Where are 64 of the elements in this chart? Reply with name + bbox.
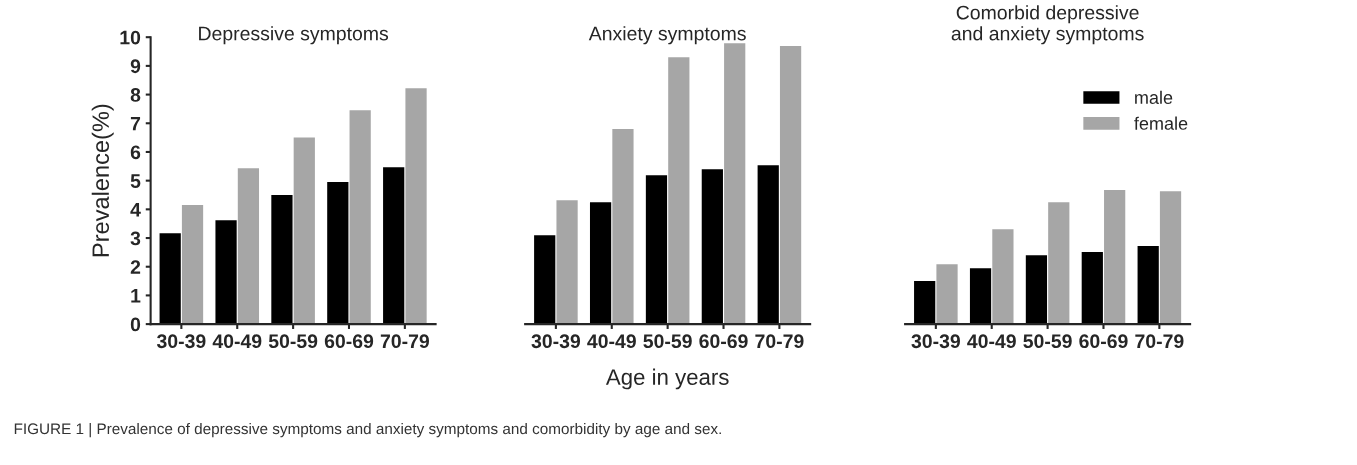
- bar: [271, 195, 293, 325]
- caption: FIGURE 1 | Prevalence of depressive symptoms and anxiety symptoms and comorbidity by age and sex.: [14, 422, 721, 438]
- bar: [779, 46, 802, 325]
- y-tick-label: 7: [130, 116, 141, 131]
- bar: [724, 43, 746, 325]
- legend-label: female: [1134, 116, 1188, 130]
- y-tick-label: 3: [130, 231, 141, 246]
- bar: [969, 268, 992, 325]
- x-tick-label: 50-59: [643, 334, 692, 349]
- y-tick-label: 2: [130, 260, 141, 274]
- bar: [1081, 252, 1103, 325]
- bar: [1137, 246, 1159, 325]
- bar: [1025, 255, 1048, 325]
- legend-label: male: [1135, 90, 1173, 105]
- x-tick-label: 70-79: [380, 334, 430, 349]
- bar: [1048, 202, 1070, 325]
- y-tick-label: 4: [130, 203, 141, 217]
- y-tick-label: 1: [131, 289, 141, 303]
- y-tick-label: 5: [130, 174, 141, 188]
- bar: [914, 281, 936, 325]
- chart-title: Anxiety symptoms: [588, 26, 746, 45]
- bar: [612, 129, 634, 325]
- y-tick-label: 0: [130, 317, 141, 332]
- x-tick-label: 30-39: [156, 334, 206, 349]
- y-axis-title: Prevalence(%): [91, 104, 114, 257]
- bar: [327, 182, 349, 325]
- bar: [589, 202, 612, 325]
- x-tick-label: 70-79: [1135, 334, 1184, 349]
- bar: [349, 110, 371, 325]
- bar: [534, 235, 556, 325]
- y-tick-label: 6: [130, 145, 141, 160]
- bar: [383, 167, 405, 325]
- x-tick-label: 60-69: [1079, 334, 1128, 349]
- bar: [159, 233, 181, 325]
- x-tick-label: 50-59: [1023, 334, 1072, 349]
- bar: [1104, 190, 1126, 325]
- x-tick-label: 30-39: [531, 334, 581, 349]
- bar: [668, 57, 690, 325]
- x-tick-label: 60-69: [324, 334, 374, 349]
- bar: [556, 200, 578, 325]
- bar: [936, 264, 958, 325]
- bar: [701, 169, 723, 325]
- bar: [237, 168, 260, 325]
- bar: [181, 205, 204, 325]
- chart-title: Comorbid depressive and anxiety symptoms: [951, 5, 1144, 45]
- bar: [992, 229, 1014, 325]
- y-tick-label: 9: [130, 59, 141, 74]
- x-tick-label: 40-49: [967, 334, 1016, 349]
- bar: [215, 220, 237, 325]
- bar: [293, 137, 315, 325]
- x-tick-label: 40-49: [587, 334, 636, 349]
- bar: [645, 175, 668, 325]
- bar: [1159, 191, 1182, 325]
- x-tick-label: 50-59: [268, 334, 318, 349]
- chart-title: Depressive symptoms: [199, 26, 389, 45]
- y-tick-label: 10: [120, 30, 141, 45]
- x-axis-title: Age in years: [605, 368, 729, 390]
- x-tick-label: 30-39: [911, 334, 960, 349]
- x-tick-label: 70-79: [755, 334, 804, 349]
- x-tick-label: 60-69: [699, 334, 748, 349]
- x-tick-label: 40-49: [212, 334, 262, 349]
- y-tick-label: 8: [130, 88, 141, 102]
- bar: [757, 165, 779, 325]
- bar: [405, 88, 427, 325]
